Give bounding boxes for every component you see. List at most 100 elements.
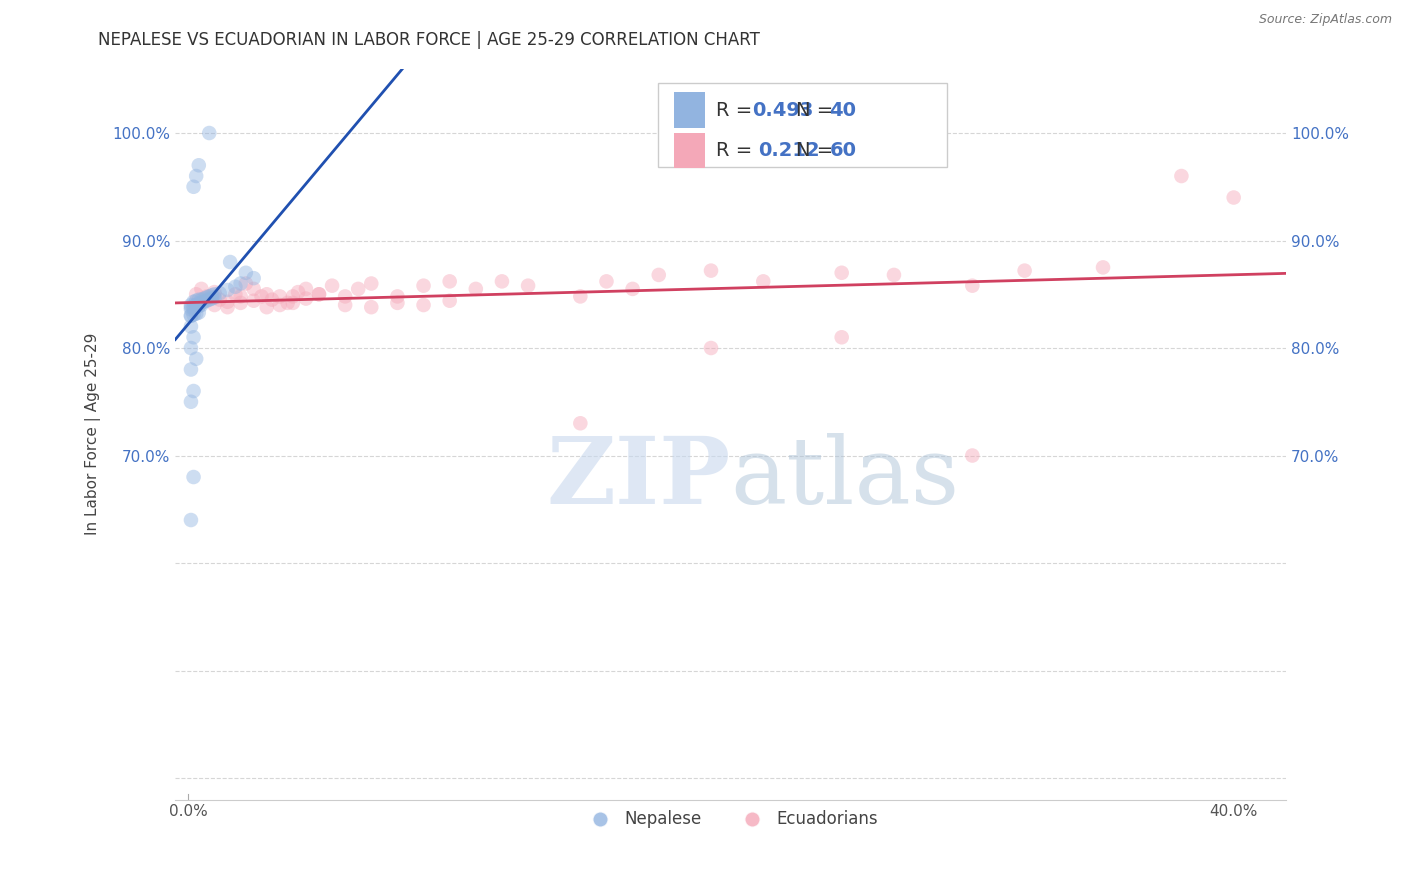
Point [180, 300, 202, 314]
Point [387, 289, 409, 303]
Point [190, 296, 212, 310]
Point [333, 289, 356, 303]
Point [187, 293, 209, 307]
Point [224, 279, 246, 293]
Point [217, 294, 239, 309]
Point [831, 330, 853, 344]
Text: NEPALESE VS ECUADORIAN IN LABOR FORCE | AGE 25-29 CORRELATION CHART: NEPALESE VS ECUADORIAN IN LABOR FORCE | … [98, 31, 761, 49]
Point [569, 289, 592, 303]
Point [387, 296, 409, 310]
Point [360, 277, 382, 291]
Point [183, 384, 205, 398]
Point [217, 283, 239, 297]
Point [183, 299, 205, 313]
Point [1222, 190, 1244, 204]
Point [595, 274, 617, 288]
Point [187, 297, 209, 311]
Point [242, 282, 264, 296]
Point [700, 263, 723, 277]
Point [186, 298, 208, 312]
Point [295, 282, 318, 296]
Point [183, 301, 205, 316]
Text: 0.493: 0.493 [752, 101, 813, 120]
Point [208, 293, 231, 307]
Point [1014, 263, 1036, 277]
Point [412, 298, 434, 312]
Point [180, 298, 202, 312]
Point [190, 293, 212, 307]
Text: 0.212: 0.212 [758, 141, 820, 160]
Point [229, 277, 252, 291]
FancyBboxPatch shape [673, 93, 704, 128]
Text: N =: N = [796, 101, 834, 120]
Point [186, 293, 208, 308]
Point [883, 268, 905, 282]
Point [962, 278, 984, 293]
Point [195, 289, 218, 303]
Point [195, 291, 218, 305]
Point [962, 449, 984, 463]
Point [1170, 169, 1192, 183]
Text: 60: 60 [830, 141, 856, 160]
Point [198, 293, 221, 307]
Point [204, 285, 226, 299]
Point [180, 309, 202, 323]
Point [439, 274, 461, 288]
Point [347, 282, 370, 296]
Point [235, 266, 257, 280]
Point [180, 319, 202, 334]
Point [464, 282, 486, 296]
Text: R =: R = [716, 101, 759, 120]
Point [517, 278, 540, 293]
Point [183, 330, 205, 344]
Point [1092, 260, 1115, 275]
Point [204, 291, 226, 305]
Point [201, 288, 224, 302]
Point [242, 293, 264, 308]
Point [281, 296, 304, 310]
Text: R =: R = [716, 141, 765, 160]
Point [250, 289, 273, 303]
Point [186, 300, 208, 314]
Point [295, 292, 318, 306]
Point [287, 285, 309, 299]
Point [321, 278, 343, 293]
Point [198, 126, 221, 140]
Point [260, 293, 283, 307]
Point [180, 394, 202, 409]
Point [186, 307, 208, 321]
Point [219, 255, 242, 269]
Point [190, 298, 212, 312]
Point [217, 300, 239, 314]
Point [281, 289, 304, 303]
Point [180, 362, 202, 376]
Point [204, 298, 226, 312]
Point [831, 266, 853, 280]
Point [187, 299, 209, 313]
Text: ZIP: ZIP [547, 433, 731, 523]
Text: Source: ZipAtlas.com: Source: ZipAtlas.com [1258, 13, 1392, 27]
Point [193, 292, 215, 306]
Point [648, 268, 671, 282]
Y-axis label: In Labor Force | Age 25-29: In Labor Force | Age 25-29 [86, 333, 101, 535]
Point [360, 300, 382, 314]
Point [204, 287, 226, 301]
Point [256, 300, 278, 314]
Point [491, 274, 513, 288]
Point [187, 305, 209, 319]
Point [621, 282, 644, 296]
Text: N =: N = [796, 141, 834, 160]
Point [208, 286, 231, 301]
Point [180, 513, 202, 527]
Point [180, 341, 202, 355]
Point [183, 308, 205, 322]
Point [180, 302, 202, 317]
Point [201, 292, 224, 306]
Point [186, 287, 208, 301]
Point [229, 289, 252, 303]
Point [700, 341, 723, 355]
Point [752, 274, 775, 288]
Point [235, 277, 257, 291]
Point [277, 296, 299, 310]
Point [269, 298, 291, 312]
